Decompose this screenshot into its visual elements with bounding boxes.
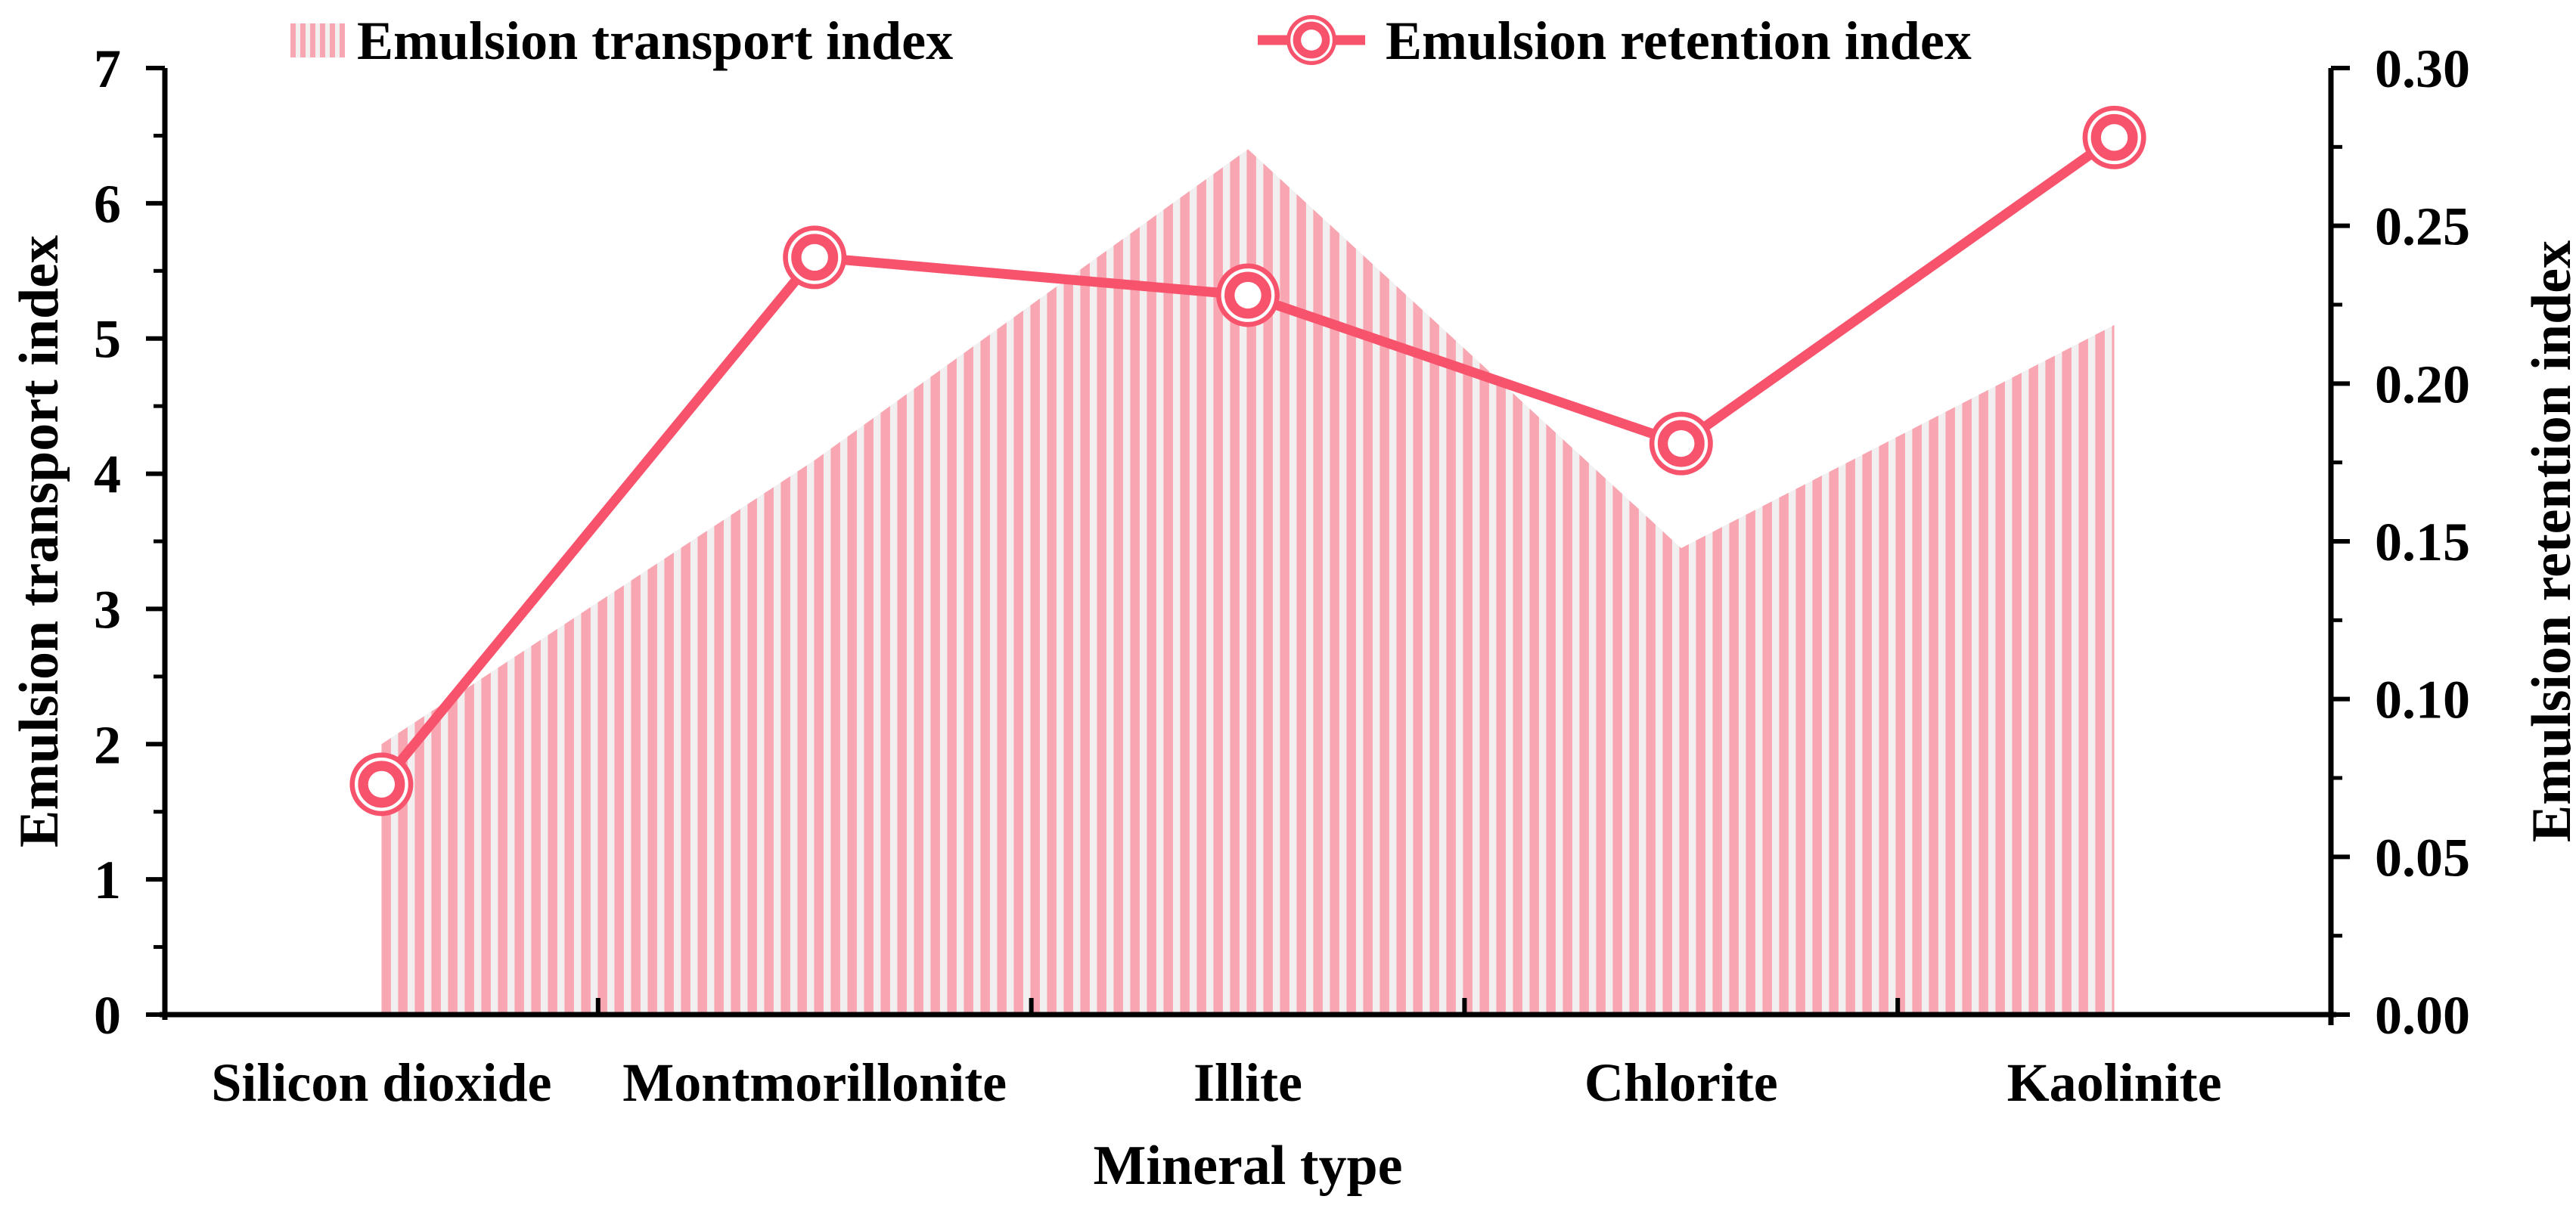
transport-area-series	[381, 149, 2115, 1015]
transport-area-shape	[381, 149, 2115, 1015]
left-tick-label-2: 2	[94, 714, 121, 775]
category-label-4: Kaolinite	[2007, 1052, 2222, 1113]
legend-line-marker	[1286, 15, 1336, 65]
x-axis-title: Mineral type	[1094, 1135, 1403, 1197]
legend-marker-glyph	[1286, 15, 1336, 65]
right-tick-label-0.15: 0.15	[2375, 512, 2470, 572]
left-tick-label-3: 3	[94, 579, 121, 640]
left-tick-label-6: 6	[94, 174, 121, 234]
retention-marker-4	[2082, 105, 2146, 169]
category-labels: Silicon dioxide Montmorillonite Illite Chlo…	[211, 1052, 2221, 1113]
legend-hatched-swatch	[290, 23, 345, 57]
right-tick-label-0.30: 0.30	[2375, 39, 2470, 99]
category-label-3: Chlorite	[1584, 1052, 1778, 1113]
right-tick-label-0.05: 0.05	[2375, 827, 2470, 888]
left-axis-title: Emulsion transport index	[8, 235, 70, 848]
category-label-0: Silicon dioxide	[211, 1052, 551, 1113]
legend-label-retention: Emulsion retention index	[1386, 11, 1972, 71]
right-tick-label-0.25: 0.25	[2375, 197, 2470, 257]
retention-marker-3	[1649, 411, 1713, 476]
tick-labels: 0 1 2 3 4 5 6 7 0.00 0.05 0.10 0.15 0.20 0.25 0.30	[94, 39, 2470, 1046]
axis-ticks	[146, 66, 2350, 1017]
left-tick-label-5: 5	[94, 309, 121, 370]
legend: Emulsion transport index Emulsion retent…	[290, 11, 1972, 71]
retention-markers	[349, 105, 2146, 817]
left-tick-label-1: 1	[94, 850, 121, 910]
retention-marker-0	[349, 752, 414, 817]
retention-marker-2	[1216, 263, 1280, 327]
right-tick-label-0.10: 0.10	[2375, 670, 2470, 730]
right-tick-label-0.00: 0.00	[2375, 985, 2470, 1046]
left-tick-label-4: 4	[94, 445, 121, 505]
retention-marker-1	[783, 225, 847, 290]
category-label-1: Montmorillonite	[622, 1052, 1007, 1113]
category-label-2: Illite	[1193, 1052, 1302, 1113]
left-tick-label-0: 0	[94, 985, 121, 1046]
left-tick-label-7: 7	[94, 39, 121, 99]
right-tick-label-0.20: 0.20	[2375, 354, 2470, 414]
legend-label-transport: Emulsion transport index	[357, 11, 953, 71]
right-axis-title: Emulsion retention index	[2521, 240, 2576, 842]
